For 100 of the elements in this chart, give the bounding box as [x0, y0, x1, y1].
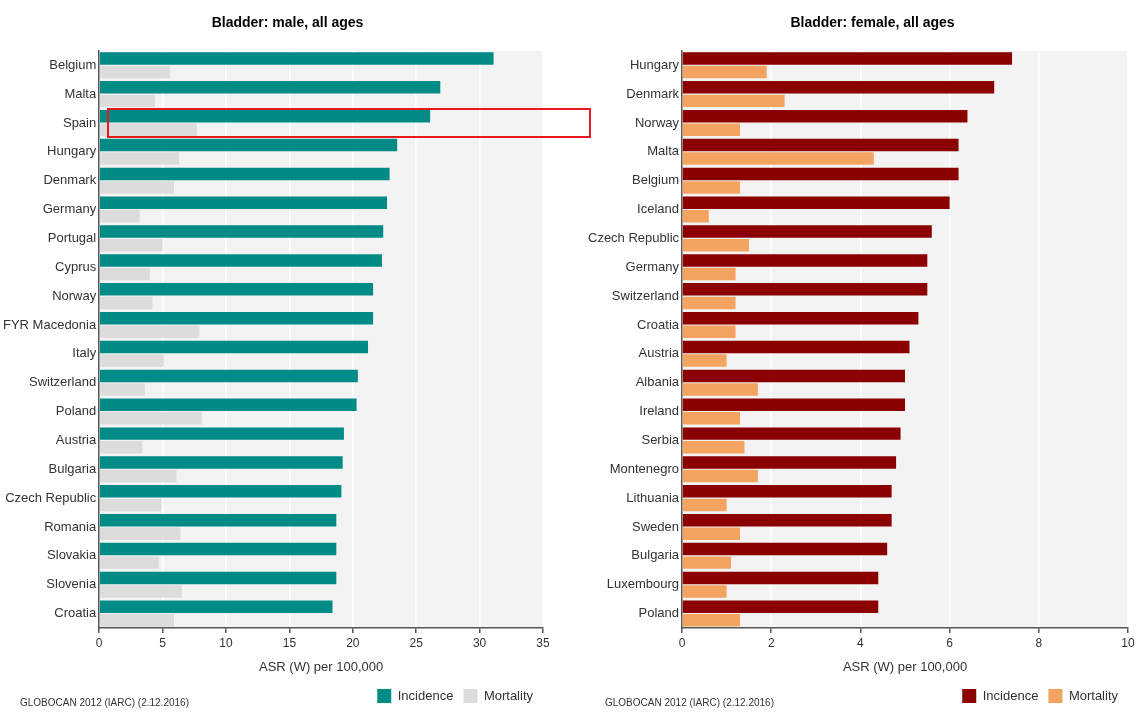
- y-tick-label: Hungary: [47, 143, 97, 159]
- y-tick-label: Czech Republic: [5, 489, 97, 505]
- bar: [682, 585, 727, 598]
- bar: [99, 571, 337, 585]
- bar: [682, 283, 928, 296]
- bar: [682, 196, 950, 209]
- bar: [682, 52, 1013, 65]
- y-tick-label: Montenegro: [609, 460, 680, 476]
- bar: [99, 225, 384, 238]
- y-tick-label: Slovakia: [47, 547, 97, 563]
- bar: [99, 109, 431, 123]
- bar: [682, 383, 758, 396]
- bar: [99, 398, 357, 412]
- x-tick-label: 30: [472, 635, 487, 650]
- y-tick-label: Malta: [647, 143, 680, 159]
- bar: [682, 485, 892, 498]
- y-tick-label: Serbia: [641, 431, 680, 447]
- y-tick-label: Belgium: [49, 56, 97, 72]
- y-tick-label: Cyprus: [55, 258, 97, 274]
- y-tick-label: Portugal: [47, 229, 97, 245]
- y-tick-label: Spain: [62, 114, 97, 130]
- x-tick-label: 35: [536, 635, 550, 650]
- y-tick-label: Bulgaria: [631, 547, 680, 563]
- legend-label: Incidence: [982, 687, 1039, 703]
- bar: [682, 123, 741, 136]
- bar: [99, 498, 162, 512]
- bar: [682, 354, 727, 367]
- bar: [99, 296, 153, 310]
- bar: [682, 571, 879, 585]
- y-tick-label: Norway: [634, 114, 680, 130]
- bar: [99, 167, 390, 181]
- x-tick-label: 10: [219, 635, 233, 650]
- x-tick-label: 20: [346, 635, 360, 650]
- x-tick-label: 15: [282, 635, 297, 650]
- y-tick-label: Denmark: [626, 85, 680, 101]
- bar: [99, 81, 441, 94]
- bar: [682, 225, 932, 238]
- bar: [99, 283, 374, 296]
- bar: [99, 600, 333, 614]
- bar: [682, 167, 959, 181]
- bar: [682, 398, 906, 412]
- y-tick-label: Belgium: [632, 172, 680, 188]
- x-tick-label: 2: [767, 635, 775, 650]
- bar: [682, 556, 732, 569]
- bar: [99, 238, 163, 252]
- bar: [682, 152, 874, 165]
- y-tick-label: Poland: [638, 605, 680, 621]
- bar: [682, 412, 741, 425]
- bar: [682, 325, 736, 338]
- bar: [682, 81, 995, 94]
- x-tick-label: 0: [678, 635, 686, 650]
- bar: [99, 354, 164, 367]
- bar: [99, 485, 342, 498]
- bar: [99, 456, 343, 469]
- bar: [682, 311, 919, 325]
- bar: [99, 527, 181, 541]
- bar: [682, 254, 928, 267]
- y-tick-label: Poland: [55, 403, 97, 419]
- y-tick-label: FYR Macedonia: [2, 316, 97, 332]
- bar: [682, 65, 767, 79]
- y-tick-label: Iceland: [637, 201, 680, 217]
- y-tick-label: Croatia: [54, 605, 97, 621]
- bar: [682, 513, 892, 527]
- x-axis-title: ASR (W) per 100,000: [258, 658, 384, 674]
- y-tick-label: Germany: [42, 201, 97, 217]
- bar: [99, 383, 145, 396]
- y-tick-label: Ireland: [639, 403, 680, 419]
- text: GLOBOCAN 2012 (IARC) (2.12.2016): [20, 697, 189, 708]
- x-tick-label: 25: [409, 635, 424, 650]
- y-tick-label: Romania: [44, 518, 97, 534]
- legend-label: Incidence: [397, 687, 454, 703]
- bar: [682, 109, 968, 123]
- bar: [682, 138, 959, 152]
- bar: [99, 585, 182, 598]
- bar: [99, 267, 150, 281]
- x-tick-label: 4: [857, 635, 865, 650]
- bar: [99, 513, 337, 527]
- bar: [682, 527, 741, 541]
- bar: [682, 369, 906, 383]
- y-tick-label: Czech Republic: [588, 229, 680, 245]
- x-tick-label: 5: [159, 635, 167, 650]
- y-tick-label: Malta: [64, 85, 97, 101]
- y-tick-label: Sweden: [632, 518, 680, 534]
- x-tick-label: 8: [1035, 635, 1043, 650]
- bar: [99, 427, 344, 440]
- y-tick-label: Luxembourg: [606, 576, 680, 592]
- bar: [682, 210, 709, 223]
- bar: [99, 94, 155, 108]
- bar: [99, 254, 382, 267]
- bar: [682, 238, 749, 252]
- x-axis-title: ASR (W) per 100,000: [842, 658, 968, 674]
- legend-label: Mortality: [483, 687, 534, 703]
- y-tick-label: Croatia: [637, 316, 680, 332]
- y-tick-label: Norway: [52, 287, 97, 303]
- bar: [99, 440, 143, 454]
- chart-title: Bladder: male, all ages: [210, 14, 365, 30]
- bar: [99, 369, 358, 383]
- y-tick-label: Lithuania: [626, 489, 680, 505]
- bar: [99, 614, 175, 627]
- bar: [99, 152, 180, 165]
